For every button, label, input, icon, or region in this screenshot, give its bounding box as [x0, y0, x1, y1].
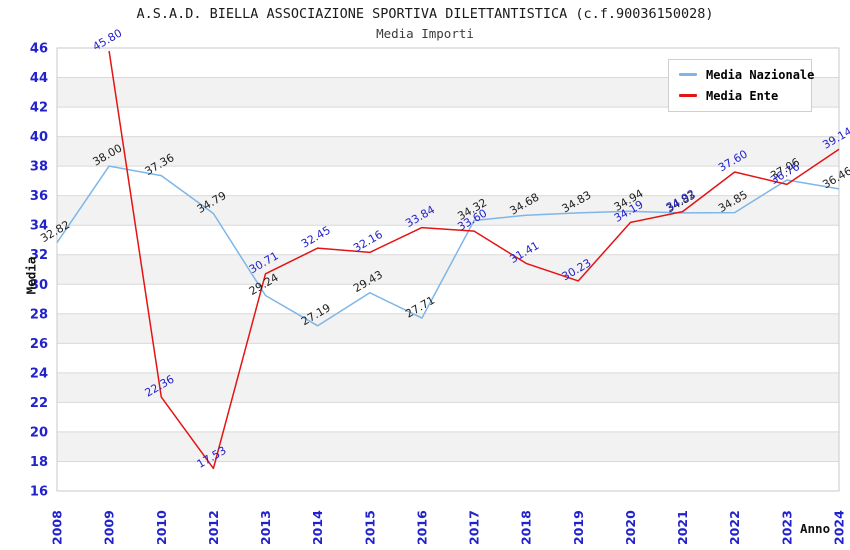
y-tick-label: 28 [30, 307, 48, 322]
y-axis-title: Media [23, 256, 39, 295]
legend-item-media-ente: Media Ente [679, 88, 801, 103]
y-tick-label: 20 [30, 425, 48, 440]
data-label-media-ente-2015: 32.16 [351, 228, 385, 255]
x-tick-label-2022: 2022 [727, 510, 742, 545]
y-tick-label: 18 [30, 455, 48, 470]
legend-item-media-nazionale: Media Nazionale [679, 67, 814, 82]
x-tick-label-2013: 2013 [258, 510, 273, 545]
chart-subtitle: Media Importi [376, 26, 474, 41]
grid-band [57, 195, 839, 226]
x-tick-label-2019: 2019 [571, 510, 586, 545]
x-tick-label-2015: 2015 [362, 510, 377, 545]
x-tick-label-2014: 2014 [310, 510, 325, 545]
x-tick-label-2024: 2024 [832, 510, 847, 545]
x-tick-label-2021: 2021 [675, 510, 690, 545]
y-tick-label: 30 [30, 278, 48, 293]
legend: Media Nazionale Media Ente [668, 59, 814, 112]
data-label-media-ente-2009: 45.80 [90, 26, 124, 53]
y-tick-label: 34 [30, 219, 48, 234]
series-line-media-ente [108, 50, 840, 470]
x-tick-label-2023: 2023 [779, 510, 794, 545]
grid-band [57, 313, 839, 344]
x-tick-label-2016: 2016 [414, 510, 429, 545]
legend-label: Media Nazionale [706, 67, 815, 82]
y-tick-label: 32 [30, 248, 48, 263]
legend-swatch-blue-line-icon [679, 73, 697, 76]
legend-swatch-red-line-icon [679, 94, 697, 97]
legend-label: Media Ente [706, 88, 779, 103]
data-label-media-ente-2014: 32.45 [299, 224, 333, 251]
grid-band [57, 372, 839, 403]
y-tick-label: 42 [30, 101, 48, 116]
y-tick-label: 36 [30, 189, 48, 204]
x-tick-label-2017: 2017 [467, 510, 482, 545]
y-tick-label: 22 [30, 396, 48, 411]
plot-border [56, 47, 840, 492]
y-tick-label: 16 [30, 485, 48, 500]
y-tick-label: 38 [30, 160, 48, 175]
y-tick-label: 24 [30, 366, 48, 381]
y-tick-label: 44 [30, 71, 48, 86]
y-tick-label: 26 [30, 337, 48, 352]
y-tick-label: 46 [30, 42, 48, 57]
x-tick-label-2012: 2012 [206, 510, 221, 545]
x-axis-title: Anno [800, 521, 831, 536]
grid-band [57, 136, 839, 167]
series-line-media-nazionale [56, 165, 840, 327]
grid-band [57, 431, 839, 462]
x-tick-label-2020: 2020 [623, 510, 638, 545]
x-tick-label-2009: 2009 [102, 510, 117, 545]
x-tick-label-2018: 2018 [519, 510, 534, 545]
chart-title: A.S.A.D. BIELLA ASSOCIAZIONE SPORTIVA DI… [136, 6, 714, 22]
data-label-media-nazionale-2024: 36.46 [820, 164, 850, 191]
x-tick-label-2008: 2008 [50, 510, 65, 545]
y-tick-label: 40 [30, 130, 48, 145]
x-tick-label-2010: 2010 [154, 510, 169, 545]
